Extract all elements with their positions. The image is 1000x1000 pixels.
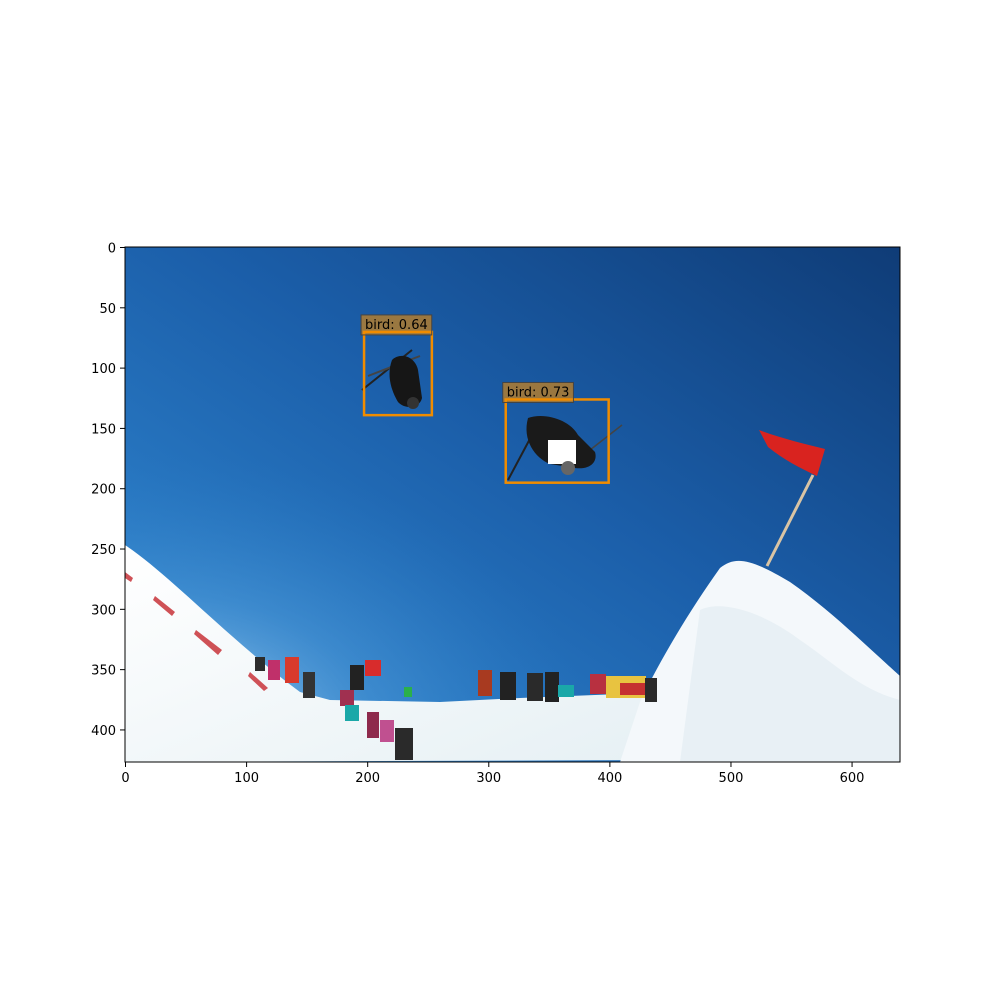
red-flag	[759, 430, 825, 476]
y-tick-label: 400	[91, 724, 116, 739]
x-tick-label: 300	[476, 771, 501, 786]
detections: bird: 0.64 bird: 0.73	[360, 314, 610, 484]
x-tick-label: 200	[355, 771, 380, 786]
y-tick-label: 150	[91, 422, 116, 437]
y-tick-label: 200	[91, 483, 116, 498]
y-tick-label: 0	[108, 242, 116, 257]
x-tick-label: 400	[597, 771, 622, 786]
detection-box: bird: 0.64	[360, 314, 434, 417]
label-background	[360, 314, 433, 336]
y-axis: 0 50 100 150 200 250 300 350 400	[91, 242, 125, 739]
kicker-shadow	[680, 606, 900, 762]
axes-frame	[124, 246, 901, 763]
x-tick-label: 0	[121, 771, 129, 786]
x-axis: 0 100 200 300 400 500 600	[121, 762, 864, 786]
y-tick-label: 250	[91, 543, 116, 558]
y-tick-label: 300	[91, 603, 116, 618]
detection-label: bird: 0.73	[507, 385, 570, 400]
spectator-crowd	[255, 657, 657, 760]
x-tick-label: 100	[234, 771, 259, 786]
x-tick-label: 600	[840, 771, 865, 786]
skier-left	[361, 349, 422, 409]
y-tick-label: 100	[91, 362, 116, 377]
x-tick-label: 500	[719, 771, 744, 786]
fence-marks	[125, 572, 268, 691]
flag-pole	[765, 474, 815, 567]
y-tick-label: 350	[91, 664, 116, 679]
skier-center	[507, 415, 623, 481]
label-background	[502, 381, 574, 403]
detection-box: bird: 0.73	[502, 381, 610, 484]
detection-label: bird: 0.64	[365, 318, 428, 333]
left-snow-slope	[125, 545, 660, 762]
photo	[125, 247, 900, 762]
y-tick-label: 50	[99, 302, 116, 317]
